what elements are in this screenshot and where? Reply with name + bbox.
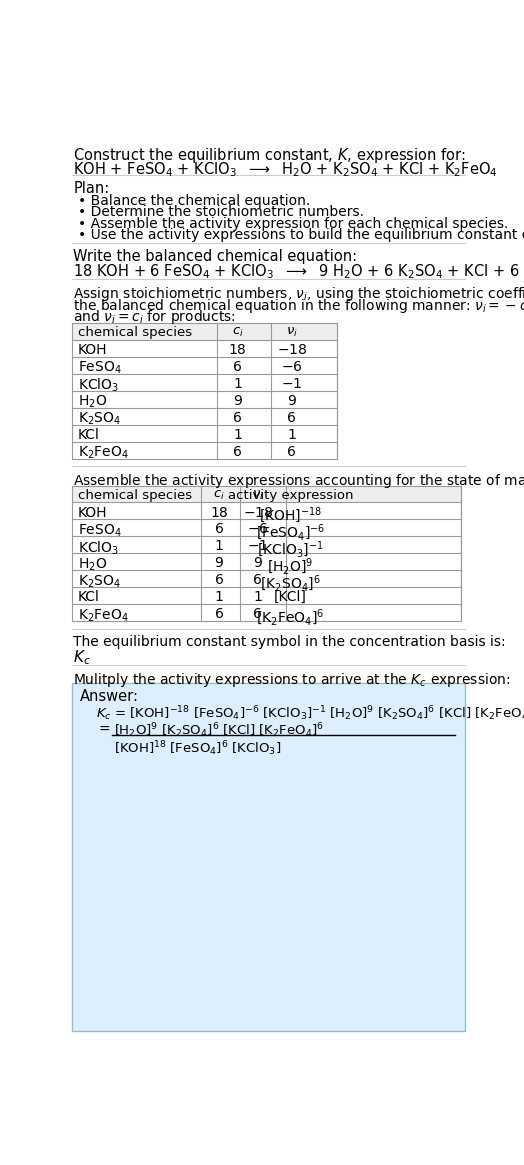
Text: • Assemble the activity expression for each chemical species.: • Assemble the activity expression for e… xyxy=(78,217,508,231)
Text: 6: 6 xyxy=(214,573,223,587)
Text: chemical species: chemical species xyxy=(78,488,192,502)
Text: • Balance the chemical equation.: • Balance the chemical equation. xyxy=(78,193,310,207)
Text: 6: 6 xyxy=(233,360,242,374)
Text: 1: 1 xyxy=(253,591,262,605)
Text: Mulitply the activity expressions to arrive at the $K_c$ expression:: Mulitply the activity expressions to arr… xyxy=(73,671,511,690)
Text: [FeSO$_4$]$^{-6}$: [FeSO$_4$]$^{-6}$ xyxy=(256,522,325,543)
Text: K$_2$SO$_4$: K$_2$SO$_4$ xyxy=(78,573,121,589)
Text: • Use the activity expressions to build the equilibrium constant expression.: • Use the activity expressions to build … xyxy=(78,228,524,242)
Text: [KOH]$^{-18}$: [KOH]$^{-18}$ xyxy=(259,506,322,525)
Text: KOH: KOH xyxy=(78,343,107,358)
Text: KClO$_3$: KClO$_3$ xyxy=(78,377,119,395)
Text: 18: 18 xyxy=(228,343,246,358)
FancyBboxPatch shape xyxy=(72,683,465,1031)
Text: Assign stoichiometric numbers, $\nu_i$, using the stoichiometric coefficients, $: Assign stoichiometric numbers, $\nu_i$, … xyxy=(73,285,524,303)
Text: $-6$: $-6$ xyxy=(281,360,302,374)
Text: 6: 6 xyxy=(253,607,262,621)
Text: [KOH]$^{18}$ [FeSO$_4$]$^6$ [KClO$_3$]: [KOH]$^{18}$ [FeSO$_4$]$^6$ [KClO$_3$] xyxy=(114,740,281,758)
Text: KOH + FeSO$_4$ + KClO$_3$  $\longrightarrow$  H$_2$O + K$_2$SO$_4$ + KCl + K$_2$: KOH + FeSO$_4$ + KClO$_3$ $\longrightarr… xyxy=(73,160,498,178)
Text: 9: 9 xyxy=(253,557,262,571)
Text: 1: 1 xyxy=(214,539,223,553)
Text: 1: 1 xyxy=(287,428,296,442)
FancyBboxPatch shape xyxy=(72,323,337,340)
Text: [KClO$_3$]$^{-1}$: [KClO$_3$]$^{-1}$ xyxy=(257,539,323,560)
Text: KOH: KOH xyxy=(78,506,107,520)
Text: $c_i$: $c_i$ xyxy=(232,326,244,339)
Text: $=$: $=$ xyxy=(96,721,111,735)
Text: 6: 6 xyxy=(253,573,262,587)
Text: $c_i$: $c_i$ xyxy=(213,488,225,502)
Text: [K$_2$SO$_4$]$^6$: [K$_2$SO$_4$]$^6$ xyxy=(260,573,321,594)
Text: [KCl]: [KCl] xyxy=(274,591,307,605)
Text: 1: 1 xyxy=(233,428,242,442)
FancyBboxPatch shape xyxy=(72,486,461,502)
Text: $\nu_i$: $\nu_i$ xyxy=(286,326,298,339)
Text: Assemble the activity expressions accounting for the state of matter and $\nu_i$: Assemble the activity expressions accoun… xyxy=(73,473,524,490)
Text: Construct the equilibrium constant, $K$, expression for:: Construct the equilibrium constant, $K$,… xyxy=(73,146,466,165)
Text: FeSO$_4$: FeSO$_4$ xyxy=(78,360,122,376)
Text: $-1$: $-1$ xyxy=(247,539,268,553)
Text: activity expression: activity expression xyxy=(227,488,353,502)
Text: 18: 18 xyxy=(210,506,228,520)
Text: Write the balanced chemical equation:: Write the balanced chemical equation: xyxy=(73,249,357,264)
Text: 18 KOH + 6 FeSO$_4$ + KClO$_3$  $\longrightarrow$  9 H$_2$O + 6 K$_2$SO$_4$ + KC: 18 KOH + 6 FeSO$_4$ + KClO$_3$ $\longrig… xyxy=(73,262,524,281)
Text: KClO$_3$: KClO$_3$ xyxy=(78,539,119,557)
Text: 1: 1 xyxy=(214,591,223,605)
Text: chemical species: chemical species xyxy=(78,326,192,339)
Text: The equilibrium constant symbol in the concentration basis is:: The equilibrium constant symbol in the c… xyxy=(73,635,506,649)
Text: • Determine the stoichiometric numbers.: • Determine the stoichiometric numbers. xyxy=(78,205,364,219)
Text: $-18$: $-18$ xyxy=(243,506,273,520)
Text: 6: 6 xyxy=(287,445,296,459)
Text: 1: 1 xyxy=(233,377,242,391)
Text: 6: 6 xyxy=(233,445,242,459)
Text: 9: 9 xyxy=(233,394,242,408)
Text: 9: 9 xyxy=(214,557,223,571)
Text: $K_c$: $K_c$ xyxy=(73,648,91,666)
Text: $K_c$ = [KOH]$^{-18}$ [FeSO$_4$]$^{-6}$ [KClO$_3$]$^{-1}$ [H$_2$O]$^9$ [K$_2$SO$: $K_c$ = [KOH]$^{-18}$ [FeSO$_4$]$^{-6}$ … xyxy=(96,704,524,723)
Text: K$_2$FeO$_4$: K$_2$FeO$_4$ xyxy=(78,445,129,461)
Text: [H$_2$O]$^9$: [H$_2$O]$^9$ xyxy=(267,557,313,577)
Text: Answer:: Answer: xyxy=(80,689,138,704)
Text: K$_2$FeO$_4$: K$_2$FeO$_4$ xyxy=(78,607,129,623)
Text: [H$_2$O]$^9$ [K$_2$SO$_4$]$^6$ [KCl] [K$_2$FeO$_4$]$^6$: [H$_2$O]$^9$ [K$_2$SO$_4$]$^6$ [KCl] [K$… xyxy=(114,721,324,740)
Text: FeSO$_4$: FeSO$_4$ xyxy=(78,522,122,539)
Text: 6: 6 xyxy=(233,411,242,425)
Text: $-6$: $-6$ xyxy=(247,522,268,537)
Text: 6: 6 xyxy=(214,607,223,621)
Text: $-1$: $-1$ xyxy=(281,377,302,391)
Text: KCl: KCl xyxy=(78,428,100,442)
Text: [K$_2$FeO$_4$]$^6$: [K$_2$FeO$_4$]$^6$ xyxy=(256,607,324,628)
Text: $-18$: $-18$ xyxy=(277,343,307,358)
Text: 6: 6 xyxy=(214,522,223,537)
Text: 9: 9 xyxy=(287,394,296,408)
Text: H$_2$O: H$_2$O xyxy=(78,394,107,410)
Text: and $\nu_i = c_i$ for products:: and $\nu_i = c_i$ for products: xyxy=(73,309,236,326)
Text: KCl: KCl xyxy=(78,591,100,605)
Text: the balanced chemical equation in the following manner: $\nu_i = -c_i$ for react: the balanced chemical equation in the fo… xyxy=(73,297,524,315)
Text: $\nu_i$: $\nu_i$ xyxy=(252,488,264,502)
Text: 6: 6 xyxy=(287,411,296,425)
Text: Plan:: Plan: xyxy=(73,182,110,197)
Text: K$_2$SO$_4$: K$_2$SO$_4$ xyxy=(78,411,121,428)
Text: H$_2$O: H$_2$O xyxy=(78,557,107,573)
